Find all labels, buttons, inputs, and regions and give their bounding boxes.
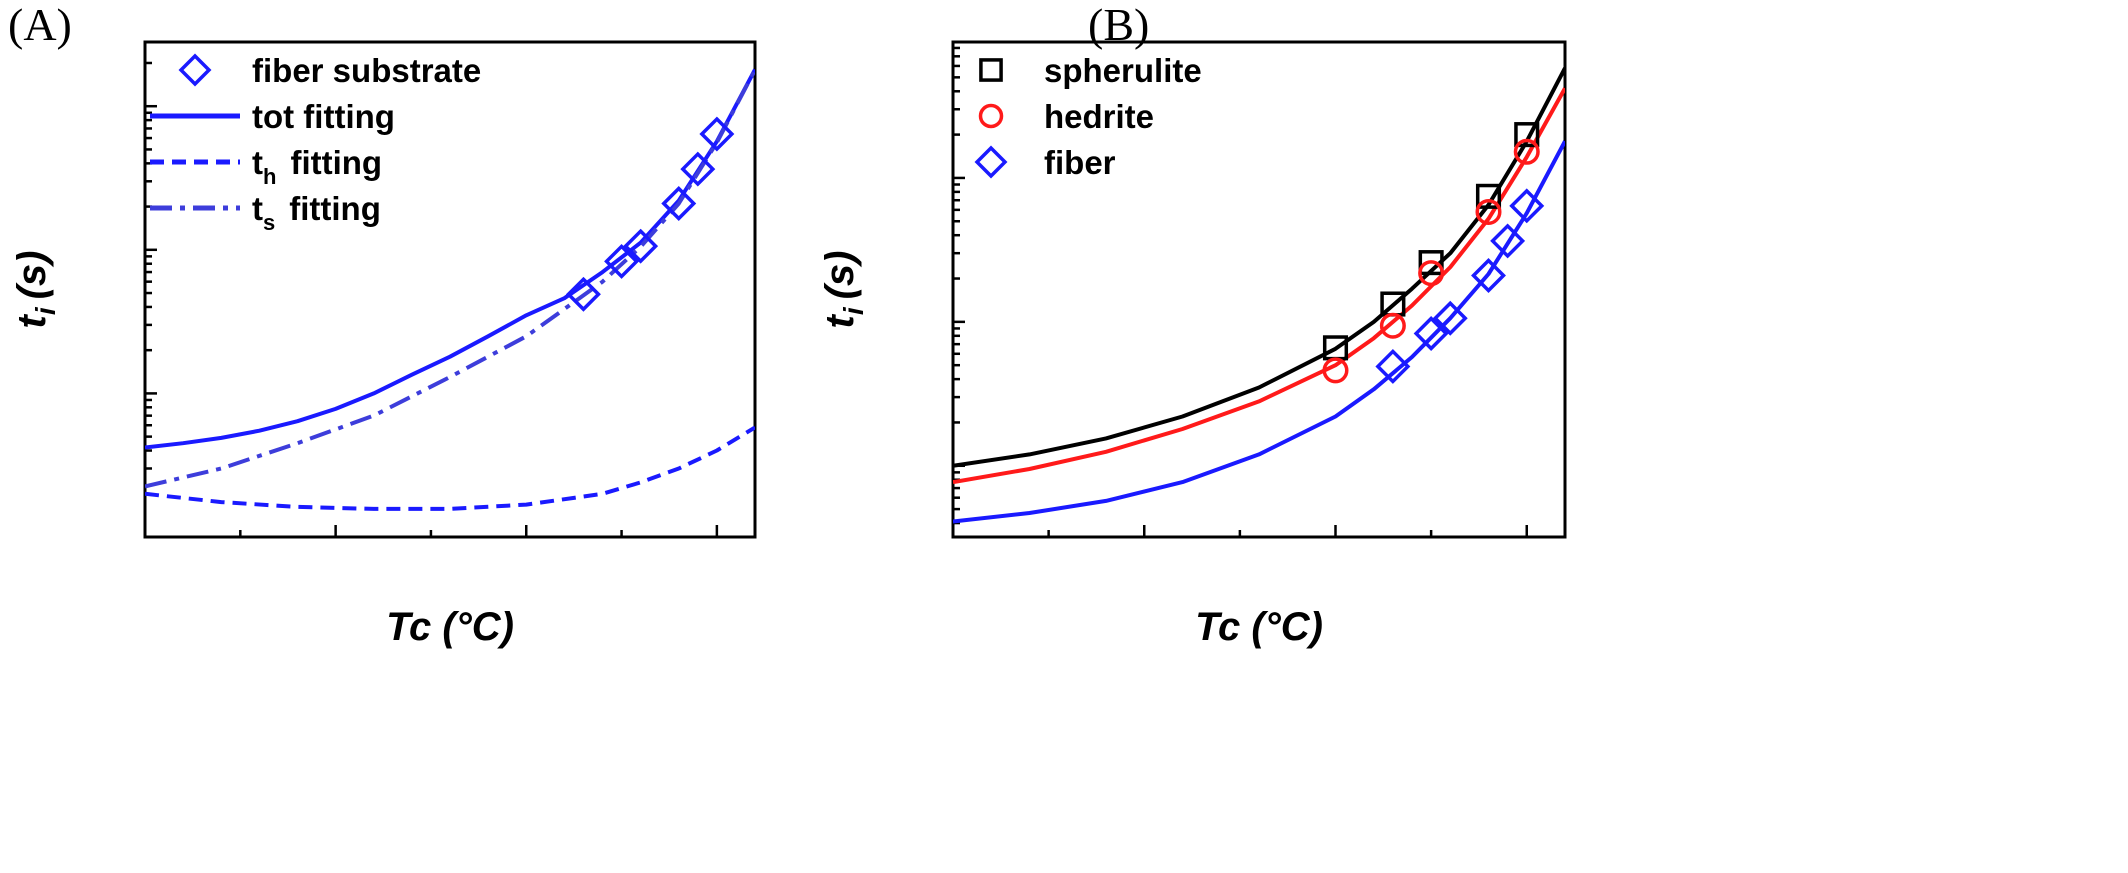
y-axis-title-main: t (10, 314, 54, 329)
data-point-square (1514, 122, 1540, 148)
legend-label-main: t (252, 144, 263, 181)
data-point-diamond (680, 151, 716, 187)
x-axis-title: Tc (°C) (1195, 605, 1323, 649)
legend-marker-diamond (178, 53, 212, 87)
plot-frame (951, 40, 1567, 539)
legend-label: tot fitting (252, 98, 395, 135)
series-line (953, 140, 1565, 524)
data-point-diamond (661, 186, 697, 222)
series-line (145, 425, 755, 511)
plot-frame (143, 40, 757, 539)
series-line (145, 68, 755, 450)
legend-label: fiber substrate (252, 52, 481, 89)
data-point-circle (1379, 312, 1406, 339)
legend-marker-diamond (974, 145, 1008, 179)
data-point-square (1475, 183, 1502, 209)
y-axis-title-sub: i (30, 306, 61, 315)
legend-label-main: spherulite (1044, 52, 1202, 89)
legend-label-tail: fitting (289, 190, 381, 227)
x-axis-title: Tc (°C) (386, 605, 514, 649)
data-point-diamond (1490, 223, 1526, 259)
y-axis-title-sub: i (838, 306, 869, 315)
data-point-diamond (604, 243, 640, 279)
data-point-diamond (1375, 348, 1411, 384)
data-point-circle (1418, 260, 1445, 287)
y-axis-title-main: t (818, 314, 862, 329)
legend-label-sub: h (263, 164, 276, 189)
chart-panel-b: Tc (°C) ti (s) spherulite hedrite fiber (818, 40, 1567, 649)
data-point-square (1418, 250, 1444, 276)
data-point-diamond (1432, 300, 1468, 336)
data-point-circle (1513, 138, 1540, 165)
legend-label-main: t (252, 190, 263, 227)
legend-label: th fitting (252, 144, 382, 189)
legend-label-main: fiber (1044, 144, 1116, 181)
legend-label-main: hedrite (1044, 98, 1154, 135)
y-axis-title-unit: (s) (10, 251, 54, 300)
y-axis-title-unit: (s) (818, 251, 862, 300)
data-point-diamond (699, 116, 735, 152)
legend-label-sub: s (263, 210, 275, 235)
y-axis-title: ti (s) (818, 251, 869, 329)
legend-label: spherulite (1044, 52, 1202, 89)
panel-a-letter: (A) (8, 0, 72, 50)
legend-label: fiber (1044, 144, 1116, 181)
data-point-diamond (623, 228, 659, 264)
data-point-circle (1322, 357, 1349, 384)
data-point-diamond (565, 276, 601, 312)
legend-label: ts fitting (252, 190, 381, 235)
plot-area (145, 68, 755, 511)
series-line (953, 67, 1565, 468)
legend-label-tail: fitting (290, 144, 382, 181)
series-line (145, 68, 755, 489)
legend-label: hedrite (1044, 98, 1154, 135)
legend-label-main: fiber substrate (252, 52, 481, 89)
legend-label-main: tot fitting (252, 98, 395, 135)
data-point-circle (1475, 198, 1502, 225)
data-point-diamond (1471, 258, 1506, 293)
plot-area (953, 67, 1565, 524)
legend-marker-square (979, 58, 1003, 82)
data-point-diamond (1509, 188, 1545, 224)
y-axis-title: ti (s) (10, 251, 61, 329)
legend-marker-circle (978, 103, 1004, 129)
data-point-diamond (1413, 316, 1449, 351)
